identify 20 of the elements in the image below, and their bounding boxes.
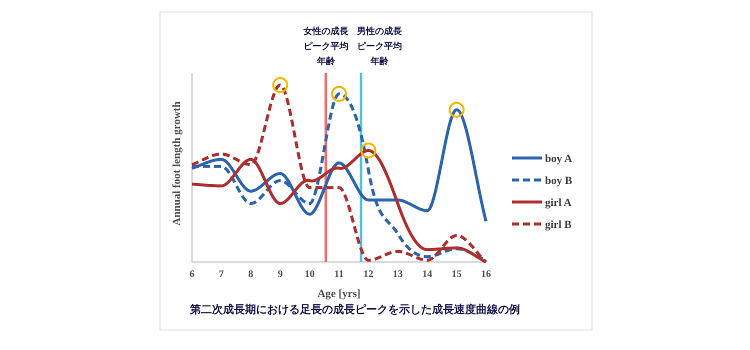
- x-tick-label: 10: [304, 269, 315, 280]
- x-tick-label: 11: [334, 269, 344, 280]
- x-tick-label: 8: [248, 269, 254, 280]
- x-tick-label: 15: [452, 269, 462, 280]
- x-tick-label: 9: [278, 269, 283, 280]
- text: 第二次成長期における足長の成長ピークを示した成長速度曲線の例: [189, 303, 520, 316]
- x-tick-label: 7: [218, 269, 224, 280]
- x-tick-label: 13: [392, 269, 403, 280]
- ref-line-label: 男性の成長ピーク平均年齢: [356, 26, 402, 67]
- x-axis-title: Age [yrs]: [317, 288, 361, 300]
- legend-label: boy A: [545, 153, 572, 165]
- legend-label: boy B: [545, 175, 573, 187]
- x-tick-label: 6: [190, 269, 194, 280]
- x-tick-label: 14: [422, 269, 432, 280]
- ref-line-label: 女性の成長ピーク平均年齢: [302, 26, 348, 67]
- x-tick-label: 16: [481, 269, 491, 280]
- y-axis-title: Annual foot length growth: [171, 101, 183, 226]
- legend-label: girl B: [545, 219, 572, 231]
- x-tick-label: 12: [363, 269, 374, 280]
- legend-label: girl A: [545, 197, 572, 209]
